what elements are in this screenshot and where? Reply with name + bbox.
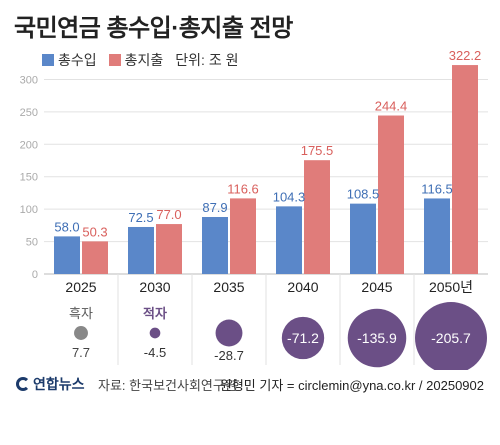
footer: 연합뉴스 자료: 한국보건사회연구원 원형민 기자 = circlemin@yn… (0, 368, 500, 398)
deficit-label: 적자 (143, 306, 167, 321)
y-tick-label: 150 (20, 172, 38, 184)
bar-chart: 0 50 100 150 200 250 300 58.0 50.3 2025 72.5 77.0 20… (20, 48, 488, 370)
publisher-logo-text: 연합뉴스 (33, 376, 85, 392)
bar-revenue (128, 226, 154, 274)
bar-expenditure (156, 224, 182, 274)
data-label-expenditure: 116.6 (227, 181, 259, 196)
y-tick-label: 250 (20, 107, 38, 119)
legend-unit: 단위: 조 원 (175, 50, 238, 70)
x-tick-label: 2035 (213, 279, 244, 295)
bar-expenditure (452, 65, 478, 274)
bar-expenditure (230, 198, 256, 274)
data-label-expenditure: 322.2 (449, 48, 482, 63)
bar-revenue (350, 203, 376, 274)
source-note: 자료: 한국보건사회연구원 (98, 378, 237, 393)
bar-revenue (54, 236, 80, 274)
balance-value-label: -28.7 (214, 348, 244, 363)
data-label-revenue: 104.3 (273, 189, 306, 204)
balance-value-label: -205.7 (431, 330, 471, 346)
legend-swatch-revenue (42, 54, 54, 66)
data-label-revenue: 108.5 (347, 187, 380, 202)
data-label-expenditure: 175.5 (301, 143, 334, 158)
x-tick-label: 2030 (139, 279, 170, 295)
x-tick-label: 2050년 (429, 279, 473, 295)
bar-revenue (424, 198, 450, 274)
data-label-expenditure: 244.4 (375, 99, 408, 114)
surplus-label: 흑자 (69, 306, 93, 321)
y-tick-label: 0 (32, 269, 38, 281)
publisher-logo: 연합뉴스 (16, 374, 85, 394)
balance-bubble (74, 326, 88, 340)
x-tick-label: 2040 (287, 279, 318, 295)
balance-value-label: -135.9 (357, 330, 397, 346)
bar-revenue (202, 216, 228, 274)
x-tick-label: 2025 (65, 279, 96, 295)
data-label-expenditure: 77.0 (156, 207, 181, 222)
legend-item-expenditure: 총지출 (108, 50, 164, 70)
data-label-revenue: 58.0 (54, 219, 79, 234)
bar-expenditure (378, 115, 404, 274)
balance-bubble (215, 319, 243, 347)
publisher-logo-icon (16, 377, 30, 391)
data-label-revenue: 87.9 (202, 200, 227, 215)
legend-item-revenue: 총수입 (42, 50, 97, 70)
y-tick-label: 300 (20, 74, 38, 86)
data-label-expenditure: 50.3 (82, 224, 107, 239)
data-label-revenue: 116.5 (421, 181, 453, 196)
bar-expenditure (82, 241, 108, 274)
data-label-revenue: 72.5 (128, 210, 153, 225)
y-tick-label: 100 (20, 204, 38, 216)
chart-title: 국민연금 총수입·총지출 전망 (14, 15, 293, 42)
x-tick-label: 2045 (361, 279, 392, 295)
bar-expenditure (304, 160, 330, 274)
legend-label-expenditure: 총지출 (124, 52, 164, 68)
balance-value-label: -71.2 (287, 330, 319, 346)
legend-label-revenue: 총수입 (58, 52, 97, 68)
balance-bubble (347, 308, 407, 368)
balance-value-label: 7.7 (72, 345, 90, 360)
unit-label: 단위: 조 원 (175, 52, 239, 68)
balance-bubble (281, 316, 325, 360)
y-tick-label: 50 (26, 237, 38, 249)
balance-bubble (415, 302, 487, 370)
legend: 총수입 총지출 단위: 조 원 (42, 50, 250, 70)
credit-note: 원형민 기자 = circlemin@yna.co.kr / 20250902 (219, 378, 484, 393)
legend-swatch-expenditure (108, 54, 121, 66)
bar-revenue (276, 206, 302, 274)
balance-bubble (149, 327, 161, 339)
balance-value-label: -4.5 (144, 345, 166, 360)
y-tick-label: 200 (20, 139, 38, 151)
